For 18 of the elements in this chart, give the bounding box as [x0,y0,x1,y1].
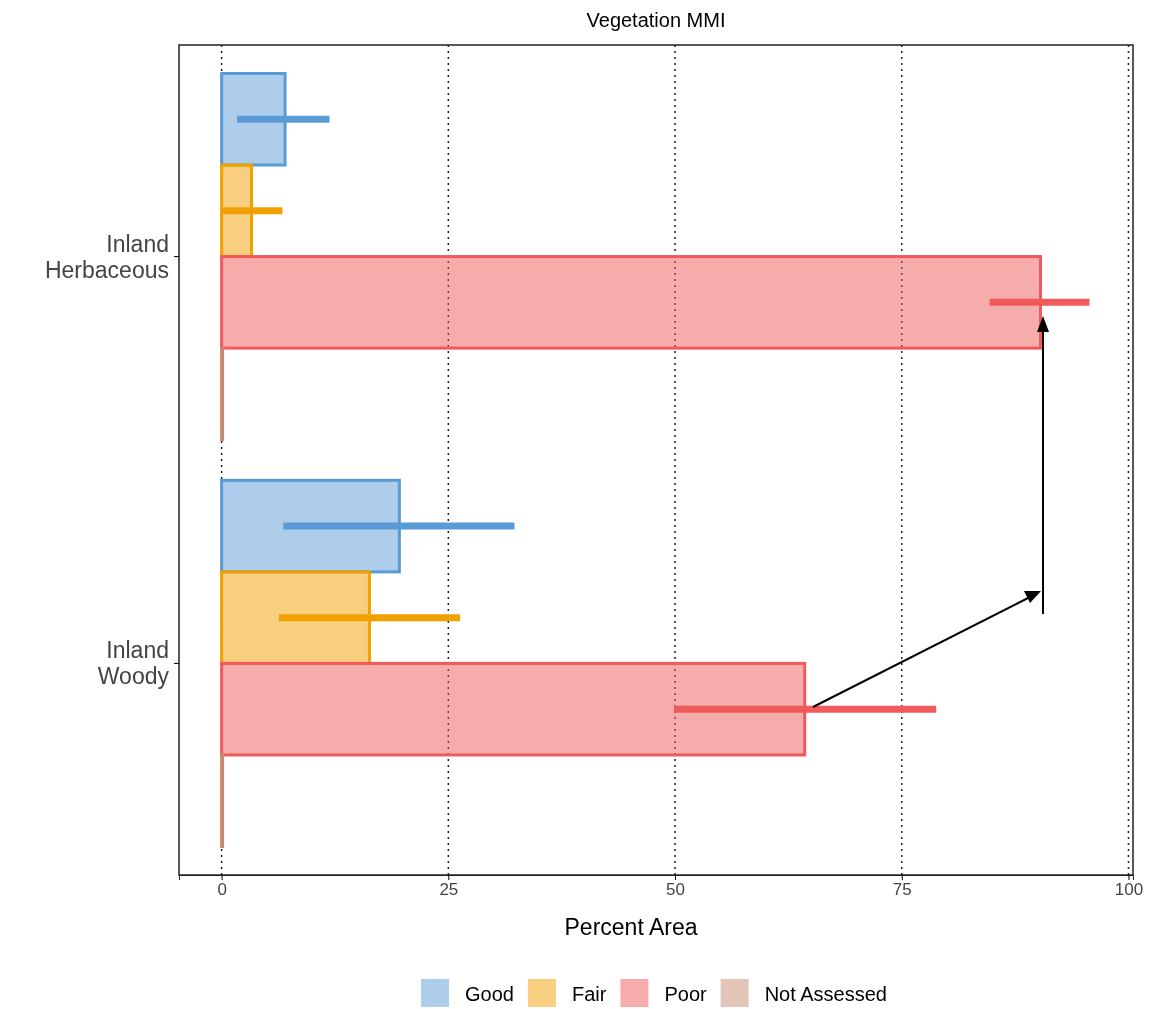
chart-title: Vegetation MMI [586,9,726,31]
bar [220,570,371,665]
y-tick-label: Inland Herbaceous [44,230,169,283]
legend-label: Poor [664,983,708,1005]
legend-label: Good [465,983,514,1005]
legend-label: Fair [571,983,607,1005]
bar [220,478,401,574]
x-tick-label: 0 [217,880,227,900]
bar [220,661,807,757]
x-tick-label: 25 [439,880,459,900]
x-tick-label: 75 [892,880,912,900]
legend-label: Not Assessed [764,983,887,1005]
bar [220,255,1042,350]
y-tick-label: Inland Woody [97,637,170,690]
bar [220,71,287,167]
x-tick-label: 100 [1114,880,1144,900]
x-axis-title: Percent Area [564,914,698,940]
x-tick-label: 50 [666,880,685,900]
